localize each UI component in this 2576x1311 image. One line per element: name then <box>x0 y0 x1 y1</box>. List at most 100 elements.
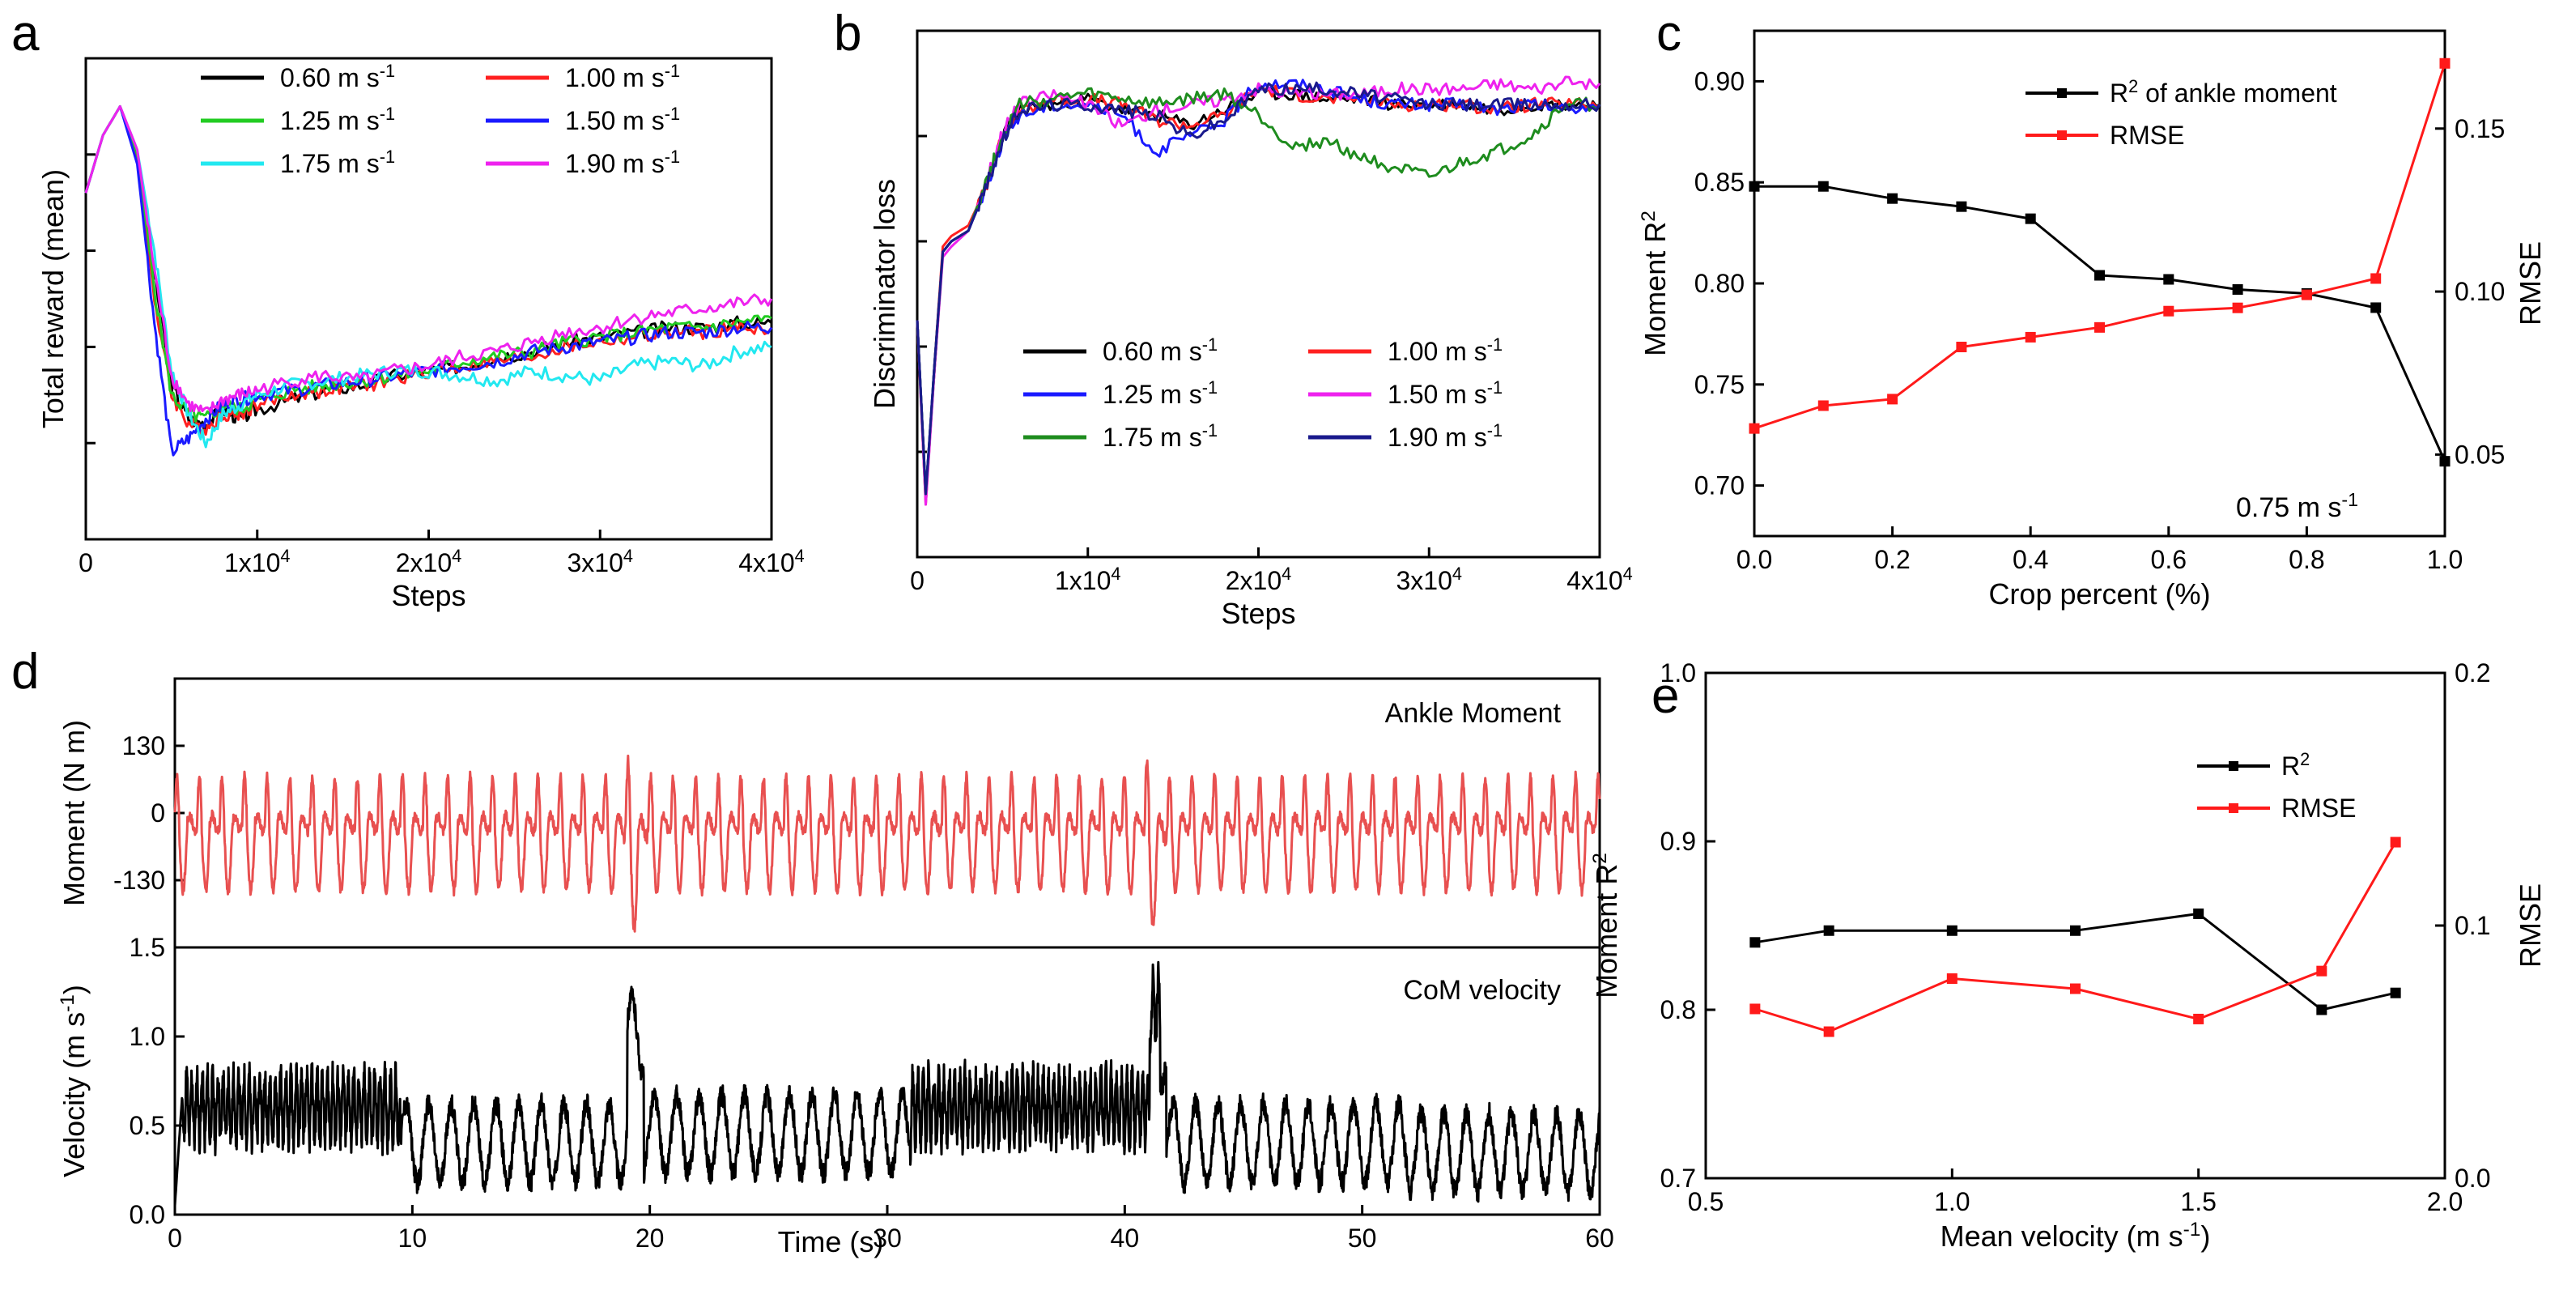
panel-letter-b: b <box>834 6 861 62</box>
panel-c-xtick-label: 0.0 <box>1736 545 1772 574</box>
panel-b: 0 1x104 2x104 3x104 4x104 Steps Discriminator … <box>868 29 1633 630</box>
panel-e-point <box>1823 1026 1834 1037</box>
panel-d-bottom-ytick-label: 0.0 <box>130 1200 165 1229</box>
panel-c-point <box>1817 400 1829 411</box>
panel-d-bottom-ylabel: Velocity (m s-1) <box>57 985 91 1177</box>
panel-b-legend-label: 0.60 m s-1 <box>1103 334 1218 367</box>
panel-c-point <box>1956 201 1967 212</box>
panel-d-xtick-label: 0 <box>168 1224 182 1253</box>
panel-c-ytick-label: 0.90 <box>1694 66 1745 96</box>
panel-e-ytick-label: 0.7 <box>1660 1164 1696 1193</box>
panel-c-point <box>1749 423 1760 434</box>
panel-d-xtick-label: 50 <box>1348 1224 1377 1253</box>
panel-d-top-ytick-label: -130 <box>113 866 165 895</box>
panel-e-y2tick-label: 0.1 <box>2455 911 2490 940</box>
panel-c-point <box>1749 181 1760 192</box>
panel-e-ytick-label: 0.9 <box>1660 827 1696 856</box>
panel-c-series-line <box>1753 62 2446 430</box>
panel-c-point <box>2439 57 2451 69</box>
panel-d-top-ytick-label: 0 <box>151 798 165 828</box>
panel-c-y2label: RMSE <box>2514 241 2547 326</box>
panel-b-legend-label: 1.50 m s-1 <box>1388 377 1503 410</box>
panel-c-point <box>2094 321 2105 333</box>
panel-c-xtick-label: 1.0 <box>2427 545 2463 574</box>
panel-b-xlabel: Steps <box>1221 597 1295 630</box>
panel-e-point <box>1749 1003 1761 1015</box>
panel-b-series-line <box>916 75 1601 506</box>
panel-e-y2tick-label: 0.0 <box>2455 1164 2490 1193</box>
panel-c-annotation: 0.75 m s-1 <box>2236 489 2358 523</box>
panel-d-bottom-ytick-label: 0.5 <box>130 1111 165 1140</box>
panel-a-legend-label: 1.75 m s-1 <box>280 147 395 179</box>
panel-e-legend-label: RMSE <box>2281 794 2356 823</box>
panel-e-xtick-label: 1.0 <box>1934 1187 1970 1216</box>
panel-d-bottom-title: CoM velocity <box>1403 975 1561 1006</box>
panel-b-legend-label: 1.00 m s-1 <box>1388 334 1503 367</box>
panel-c-point <box>1956 342 1967 353</box>
panel-a-legend-label: 1.50 m s-1 <box>565 104 680 136</box>
panel-e-y2label: RMSE <box>2514 883 2547 968</box>
panel-d-bottom-series-line <box>173 960 1601 1207</box>
panel-e-point <box>2316 965 2327 977</box>
panel-e-point <box>2070 925 2081 936</box>
panel-a-legend-label: 1.25 m s-1 <box>280 104 395 136</box>
panel-c-xlabel: Crop percent (%) <box>1988 577 2210 611</box>
panel-a-xtick-label: 1x104 <box>224 546 291 578</box>
panel-e-point <box>2070 983 2081 994</box>
panel-c-xtick-label: 0.8 <box>2289 545 2324 574</box>
panel-e-point <box>1823 925 1834 936</box>
panel-e-ytick-label: 1.0 <box>1660 658 1696 687</box>
panel-c-point <box>2439 456 2451 467</box>
panel-c-ylabel: Moment R2 <box>1638 211 1673 356</box>
panel-c-point <box>2163 274 2174 285</box>
panel-e-point <box>2193 1013 2204 1024</box>
panel-c-point <box>2232 302 2243 313</box>
panel-c-point <box>2025 331 2036 343</box>
panel-e-point <box>2193 908 2204 919</box>
panel-e-y2tick-label: 0.2 <box>2455 658 2490 687</box>
panel-b-legend-label: 1.75 m s-1 <box>1103 420 1218 453</box>
panel-b-xtick-label: 3x104 <box>1396 564 1463 596</box>
panel-c-y2tick-label: 0.15 <box>2455 114 2505 143</box>
panel-e-point <box>2390 836 2401 848</box>
panel-b-ylabel: Discriminator loss <box>868 179 901 409</box>
panel-c-xtick-label: 0.2 <box>1874 545 1910 574</box>
panel-d-xtick-label: 10 <box>398 1224 427 1253</box>
panel-e-xtick-label: 1.5 <box>2180 1187 2216 1216</box>
panel-a-xtick-label: 2x104 <box>396 546 462 578</box>
panel-letter-c: c <box>1656 6 1681 62</box>
panel-c-ytick-label: 0.70 <box>1694 471 1745 500</box>
panel-d-xlabel: Time (s) <box>778 1225 884 1258</box>
panel-b-legend-label: 1.90 m s-1 <box>1388 420 1503 453</box>
panel-e: 0.5 1.0 1.5 2.0 0.7 0.8 0.9 1.0 0.0 0.1 0.2 Mean ve… <box>1589 658 2548 1253</box>
panel-c-point <box>2025 213 2036 224</box>
panel-d-xtick-label: 40 <box>1111 1224 1140 1253</box>
panel-d-top-ylabel: Moment (N m) <box>57 720 91 906</box>
panel-a-xtick-label: 4x104 <box>738 546 805 578</box>
panel-d-top-series-line <box>173 754 1601 933</box>
panel-a-xtick-label: 0 <box>79 548 93 577</box>
panel-e-xtick-label: 0.5 <box>1688 1187 1724 1216</box>
panel-b-series-line <box>916 84 1600 506</box>
panel-c-ytick-label: 0.75 <box>1694 370 1745 399</box>
panel-letter-d: d <box>11 644 39 700</box>
panel-e-point <box>2316 1004 2327 1015</box>
panel-e-point <box>2390 987 2401 998</box>
panel-a-legend-label: 1.00 m s-1 <box>565 61 680 93</box>
panel-c-legend-label: RMSE <box>2110 121 2184 150</box>
panel-e-xlabel: Mean velocity (m s-1) <box>1941 1219 2211 1254</box>
panel-c-frame <box>1753 29 2446 538</box>
panel-letter-e: e <box>1651 668 1679 724</box>
panel-d-bottom-ytick-label: 1.0 <box>130 1022 165 1051</box>
panel-a-frame <box>84 57 773 541</box>
panel-a-series-line <box>84 104 773 414</box>
panel-e-ytick-label: 0.8 <box>1660 995 1696 1024</box>
panel-a-legend-label: 1.90 m s-1 <box>565 147 680 179</box>
panel-d-xtick-label: 60 <box>1585 1224 1614 1253</box>
panel-d-xtick-label: 30 <box>873 1224 902 1253</box>
panel-d-top-ytick-label: 130 <box>122 731 165 760</box>
panel-e-ylabel: Moment R2 <box>1589 853 1624 998</box>
panel-a-xlabel: Steps <box>391 579 465 612</box>
